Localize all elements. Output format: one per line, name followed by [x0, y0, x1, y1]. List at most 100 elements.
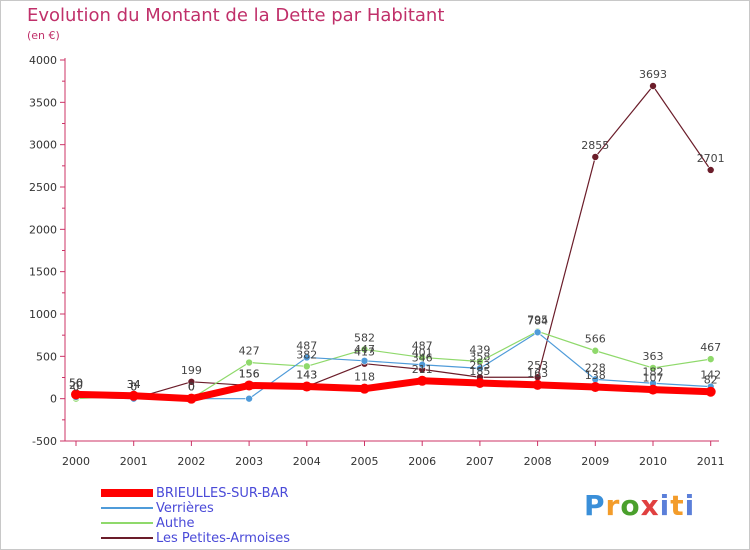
y-tick-label: 500 [36, 350, 57, 363]
data-label-brieulles: 82 [704, 374, 718, 387]
data-label-authe: 439 [469, 343, 490, 356]
x-tick-label: 2009 [581, 455, 609, 468]
data-point-petites-armoises [649, 82, 657, 90]
data-label-verrieres: 784 [527, 314, 548, 327]
data-point-authe [360, 345, 369, 354]
data-label-verrieres: 487 [296, 339, 317, 352]
data-label-authe: 467 [700, 341, 721, 354]
data-point-brieulles [532, 379, 543, 390]
data-label-verrieres: 0 [188, 381, 195, 394]
data-label-brieulles: 163 [527, 367, 548, 380]
data-label-petites-armoises: 143 [296, 369, 317, 382]
data-label-authe: 795 [527, 313, 548, 326]
data-point-authe [591, 346, 600, 355]
data-point-brieulles [71, 389, 81, 400]
chart-unit-label: (en €) [27, 29, 60, 42]
data-label-petites-armoises: 413 [354, 346, 375, 359]
data-label-brieulles: 138 [585, 369, 606, 382]
data-point-authe [649, 364, 657, 372]
data-label-authe: 427 [239, 345, 260, 358]
data-label-petites-armoises: 0 [130, 381, 137, 394]
x-tick-label: 2002 [177, 455, 205, 468]
data-label-authe: 34 [127, 378, 141, 391]
data-label-petites-armoises: 2701 [697, 152, 725, 165]
data-label-brieulles: 107 [643, 372, 664, 385]
data-label-brieulles: 0 [188, 381, 195, 394]
data-label-brieulles: 185 [469, 365, 490, 378]
data-label-verrieres: 20 [69, 379, 83, 392]
y-tick-label: 3000 [29, 139, 57, 152]
data-point-verrieres [533, 328, 542, 337]
x-tick-label: 2000 [62, 455, 90, 468]
data-label-petites-armoises: 199 [181, 364, 202, 377]
data-label-verrieres: 142 [700, 369, 721, 382]
x-tick-label: 2011 [697, 455, 725, 468]
data-label-verrieres: 0 [130, 381, 137, 394]
data-label-brieulles: 156 [239, 367, 260, 380]
data-point-brieulles [705, 386, 716, 397]
x-tick-label: 2004 [293, 455, 321, 468]
data-point-verrieres [418, 360, 427, 369]
y-tick-label: 2000 [29, 223, 57, 236]
data-point-brieulles [128, 390, 139, 401]
data-label-petites-armoises: 253 [469, 359, 490, 372]
data-label-verrieres: 182 [643, 365, 664, 378]
series-line-petites-armoises [75, 85, 712, 400]
data-label-authe: 363 [643, 350, 664, 363]
data-label-authe: 0 [73, 381, 80, 394]
x-tick-label: 2008 [524, 455, 552, 468]
chart-title: Evolution du Montant de la Dette par Hab… [27, 5, 445, 26]
data-point-brieulles [186, 393, 197, 404]
legend-label-authe: Authe [156, 516, 195, 531]
y-tick-label: 2500 [29, 181, 57, 194]
proxiti-logo: Proxiti [584, 489, 696, 522]
data-point-brieulles [301, 381, 312, 392]
data-point-brieulles [244, 380, 255, 391]
data-label-authe: 487 [412, 339, 433, 352]
data-label-verrieres: 228 [585, 361, 606, 374]
data-point-petites-armoises [706, 166, 715, 174]
data-point-authe [706, 355, 715, 363]
data-label-petites-armoises: 2855 [581, 139, 609, 152]
data-label-petites-armoises: 3693 [639, 68, 667, 81]
x-tick-label: 2003 [235, 455, 263, 468]
data-label-petites-armoises: 156 [239, 367, 260, 380]
data-label-authe: 566 [585, 333, 606, 346]
data-label-petites-armoises: 50 [69, 376, 83, 389]
data-label-brieulles: 211 [412, 363, 433, 376]
data-point-verrieres [302, 353, 311, 362]
data-label-brieulles: 143 [296, 369, 317, 382]
data-label-petites-armoises: 253 [527, 359, 548, 372]
x-tick-label: 2007 [466, 455, 494, 468]
data-point-brieulles [417, 375, 428, 386]
x-tick-label: 2001 [120, 455, 148, 468]
data-label-brieulles: 34 [127, 378, 141, 391]
legend-label-petites-armoises: Les Petites-Armoises [156, 531, 291, 546]
data-label-brieulles: 50 [69, 376, 83, 389]
y-tick-label: 1500 [29, 266, 57, 279]
data-point-verrieres [245, 394, 253, 403]
data-point-verrieres [476, 364, 484, 373]
y-tick-label: 1000 [29, 308, 57, 321]
y-tick-label: 3500 [29, 96, 57, 109]
y-tick-label: 0 [50, 393, 57, 406]
data-point-brieulles [590, 381, 601, 392]
data-point-petites-armoises [187, 378, 196, 386]
x-tick-label: 2006 [408, 455, 436, 468]
data-label-authe: 582 [354, 331, 375, 344]
y-tick-label: 4000 [29, 54, 57, 67]
data-label-verrieres: 447 [354, 343, 375, 356]
x-tick-label: 2010 [639, 455, 667, 468]
data-point-verrieres [360, 357, 369, 365]
data-point-brieulles [474, 378, 485, 389]
legend-label-brieulles: BRIEULLES-SUR-BAR [156, 486, 289, 501]
x-tick-label: 2005 [351, 455, 379, 468]
series-line-brieulles [75, 377, 711, 403]
data-label-authe: 0 [188, 381, 195, 394]
data-point-brieulles [359, 383, 370, 394]
data-label-brieulles: 118 [354, 371, 375, 384]
data-point-authe [245, 358, 253, 367]
data-label-verrieres: 358 [469, 350, 490, 363]
